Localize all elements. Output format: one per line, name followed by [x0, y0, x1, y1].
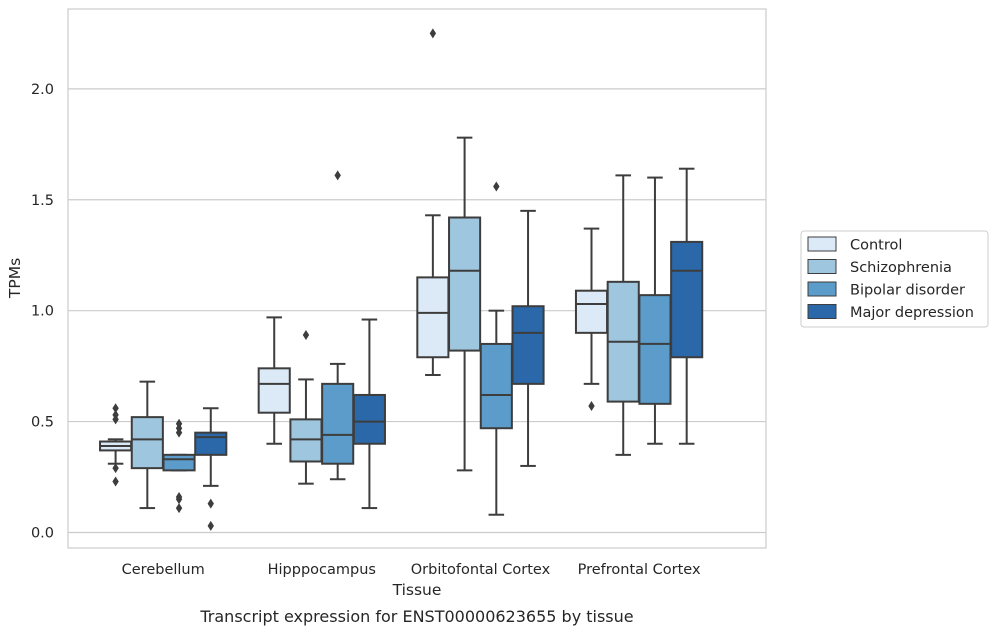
legend: Control Schizophrenia Bipolar disorder Majo…: [800, 230, 989, 328]
box: [574, 227, 609, 412]
y-tick-label: 1.0: [31, 304, 54, 320]
legend-entry: Schizophrenia: [850, 260, 952, 276]
iqr-box: [448, 216, 482, 352]
outlier-point: [493, 181, 500, 192]
box-groups: [99, 28, 704, 531]
x-tick-label: Prefrontal Cortex: [578, 562, 701, 578]
box: [352, 318, 386, 510]
y-tick-label: 1.5: [31, 193, 54, 209]
outlier-point: [112, 476, 119, 487]
outlier-point: [112, 403, 119, 414]
box: [194, 407, 228, 531]
plot-frame: [67, 8, 767, 549]
outlier-point: [334, 170, 341, 181]
outlier-point: [207, 520, 214, 531]
series-major-depression: [194, 167, 704, 531]
box: [479, 181, 513, 516]
outlier-point: [175, 491, 183, 502]
x-tick-label: Hipppocampus: [268, 562, 376, 578]
y-tick-label: 2.0: [31, 82, 54, 98]
series-bipolar-disorder: [162, 170, 672, 516]
iqr-box: [511, 305, 545, 385]
box: [448, 136, 482, 472]
y-tick-label: 0.5: [31, 415, 54, 431]
outlier-point: [175, 418, 183, 429]
legend-swatch: [807, 259, 837, 274]
iqr-box: [321, 382, 355, 465]
box: [257, 316, 291, 445]
iqr-box: [352, 393, 386, 445]
x-tick-labels: Cerebellum Hipppocampus Orbitofontal Corte…: [122, 562, 701, 578]
x-tick-label: Cerebellum: [122, 562, 205, 578]
y-tick-label: 0.0: [31, 525, 54, 541]
outlier-point: [112, 409, 119, 420]
box: [511, 209, 545, 467]
outlier-point: [302, 330, 310, 341]
outlier-point: [588, 401, 595, 412]
legend-entry: Control: [850, 238, 902, 254]
outlier-point: [429, 28, 437, 39]
iqr-box: [638, 294, 672, 405]
box: [130, 380, 164, 510]
legend-swatch: [807, 281, 837, 297]
outlier-point: [112, 463, 119, 474]
box: [670, 167, 704, 445]
box: [416, 28, 450, 376]
x-axis-label: Tissue: [392, 581, 442, 599]
iqr-box: [670, 240, 704, 359]
series-control: [99, 28, 609, 487]
y-axis-label: TPMs: [6, 258, 24, 299]
legend-swatch: [807, 304, 837, 319]
iqr-box: [574, 289, 609, 334]
iqr-box: [416, 276, 450, 359]
outlier-point: [175, 503, 183, 514]
legend-entry: Bipolar disorder: [850, 283, 965, 299]
iqr-box: [162, 453, 196, 472]
box: [321, 170, 355, 481]
box: [289, 330, 323, 485]
iqr-box: [257, 367, 291, 414]
figure-caption: Transcript expression for ENST0000062365…: [199, 607, 633, 626]
y-tick-labels: 0.0 0.5 1.0 1.5 2.0: [31, 82, 54, 542]
x-tick-label: Orbitofontal Cortex: [411, 562, 551, 578]
legend-entry: Major depression: [850, 305, 974, 321]
iqr-box: [479, 342, 513, 430]
outlier-point: [207, 498, 214, 509]
iqr-box: [130, 416, 164, 470]
series-schizophrenia: [130, 136, 640, 510]
iqr-box: [289, 418, 323, 463]
box: [638, 176, 672, 445]
legend-swatch: [807, 236, 837, 252]
legend-frame: [800, 230, 989, 328]
box: [162, 418, 196, 514]
iqr-box: [194, 431, 228, 456]
